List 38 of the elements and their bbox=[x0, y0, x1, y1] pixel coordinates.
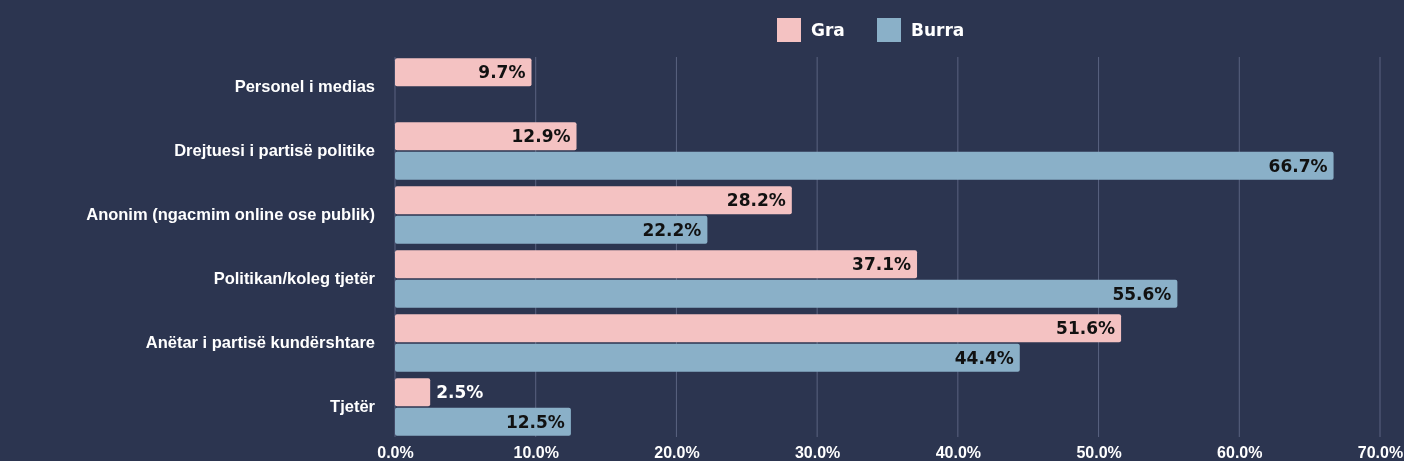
bar bbox=[395, 407, 571, 436]
data-label: 22.2% bbox=[642, 219, 702, 240]
bar bbox=[395, 279, 1178, 308]
y-tick-label: Tjetër bbox=[330, 397, 376, 416]
x-tick-label: 0.0% bbox=[377, 444, 414, 461]
y-tick-label: Personel i medias bbox=[234, 77, 375, 96]
data-label: 66.7% bbox=[1268, 155, 1328, 176]
legend-label: Gra bbox=[811, 19, 845, 40]
y-tick-label: Drejtuesi i partisë politike bbox=[174, 141, 375, 160]
bar bbox=[395, 215, 708, 244]
bar bbox=[395, 122, 577, 151]
bar bbox=[395, 314, 1122, 343]
bar bbox=[395, 378, 431, 407]
y-tick-label: Politikan/koleg tjetër bbox=[213, 269, 376, 288]
x-tick-label: 30.0% bbox=[794, 444, 841, 461]
x-tick-label: 50.0% bbox=[1076, 444, 1122, 461]
x-tick-label: 10.0% bbox=[513, 444, 559, 461]
x-tick-label: 40.0% bbox=[935, 444, 982, 461]
bar bbox=[395, 343, 1020, 372]
y-tick-label: Anonim (ngacmim online ose publik) bbox=[86, 205, 375, 224]
x-tick-label: 70.0% bbox=[1357, 444, 1404, 461]
legend-label: Burra bbox=[911, 19, 965, 40]
data-label: 44.4% bbox=[954, 347, 1014, 368]
data-label: 28.2% bbox=[726, 190, 786, 211]
bar bbox=[395, 151, 1334, 180]
data-label: 55.6% bbox=[1112, 283, 1172, 304]
data-label: 12.5% bbox=[505, 411, 565, 432]
data-label: 9.7% bbox=[478, 62, 526, 83]
bar bbox=[395, 186, 792, 215]
y-tick-label: Anëtar i partisë kundërshtare bbox=[145, 333, 375, 352]
data-label: 12.9% bbox=[511, 126, 571, 147]
bar bbox=[395, 58, 532, 87]
data-label: 51.6% bbox=[1056, 318, 1116, 339]
x-tick-label: 20.0% bbox=[654, 444, 700, 461]
data-label: 2.5% bbox=[436, 382, 484, 403]
x-tick-label: 60.0% bbox=[1217, 444, 1263, 461]
bar bbox=[395, 250, 918, 279]
data-label: 37.1% bbox=[852, 254, 912, 275]
